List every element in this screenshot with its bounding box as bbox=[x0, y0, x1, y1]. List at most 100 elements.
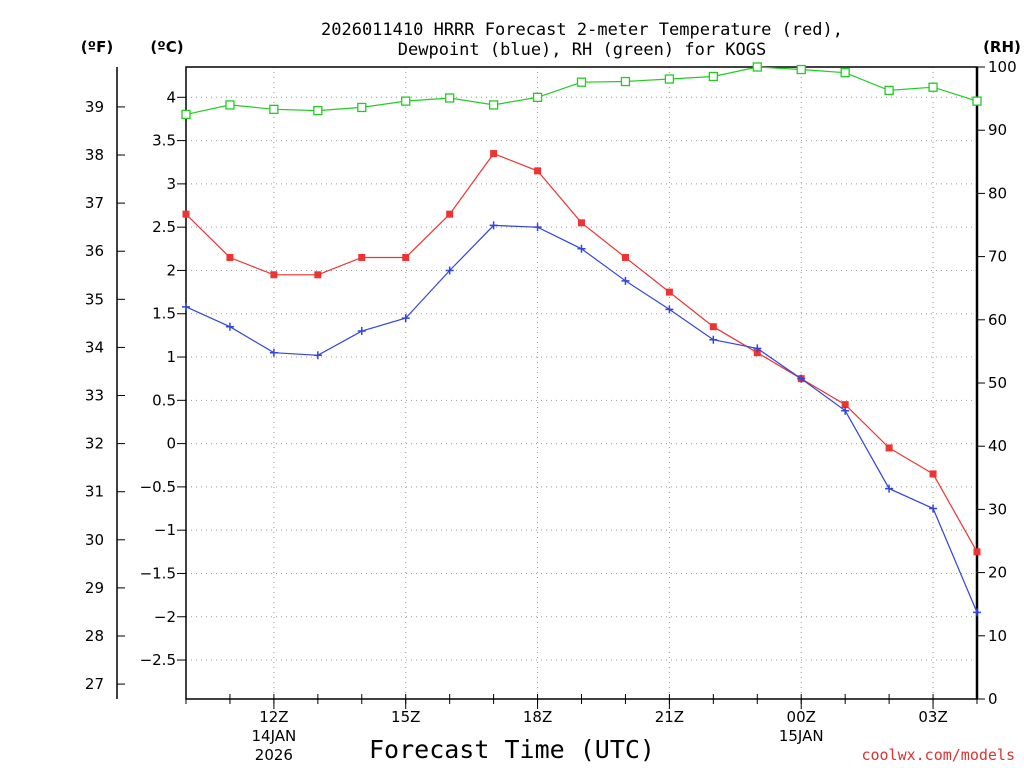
rh-point bbox=[796, 64, 806, 75]
rh-tick-label: 100 bbox=[988, 58, 1017, 76]
dewpoint-point bbox=[929, 504, 938, 513]
x-tick-label: 03Z bbox=[918, 708, 947, 726]
rh-unit-label: (RH) bbox=[983, 38, 1021, 56]
fahrenheit-unit-label: (ºF) bbox=[81, 38, 113, 56]
dewpoint-point bbox=[313, 351, 322, 360]
temperature-point bbox=[665, 288, 673, 296]
x-tick-label: 15Z bbox=[391, 708, 420, 726]
rh-point bbox=[708, 71, 718, 82]
x-tick-date-label: 14JAN bbox=[252, 727, 297, 745]
rh-point bbox=[884, 85, 894, 96]
dewpoint-point bbox=[269, 348, 278, 357]
rh-tick-label: 50 bbox=[988, 374, 1007, 392]
rh-point bbox=[445, 93, 455, 103]
rh-point bbox=[840, 68, 850, 78]
dewpoint-point bbox=[357, 327, 366, 336]
rh-point bbox=[752, 62, 762, 72]
celsius-tick-label: 1.5 bbox=[152, 305, 176, 323]
temperature-point bbox=[709, 323, 717, 331]
rh-tick-label: 90 bbox=[988, 121, 1007, 139]
rh-tick-label: 70 bbox=[988, 248, 1007, 266]
dewpoint-point bbox=[489, 221, 498, 230]
dewpoint-point bbox=[753, 344, 762, 353]
fahrenheit-tick-label: 37 bbox=[85, 194, 104, 212]
fahrenheit-tick-label: 38 bbox=[85, 146, 104, 164]
temperature-point bbox=[226, 253, 234, 261]
fahrenheit-tick-label: 30 bbox=[85, 531, 104, 549]
fahrenheit-tick-label: 31 bbox=[85, 483, 104, 501]
dewpoint-point bbox=[182, 302, 190, 311]
temperature-point bbox=[358, 253, 366, 261]
dewpoint-point bbox=[885, 484, 894, 493]
rh-tick-label: 30 bbox=[988, 500, 1007, 518]
axes bbox=[116, 66, 985, 709]
dewpoint-point bbox=[841, 406, 850, 415]
dewpoint-point bbox=[709, 335, 718, 344]
x-tick-date-label: 15JAN bbox=[779, 727, 824, 745]
plot-frame bbox=[185, 66, 978, 700]
temperature-point bbox=[753, 349, 761, 357]
chart-title-line2: Dewpoint (blue), RH (green) for KOGS bbox=[398, 40, 766, 60]
dewpoint-point bbox=[445, 266, 454, 275]
rh-point bbox=[972, 96, 982, 106]
rh-tick-label: 80 bbox=[988, 184, 1007, 202]
celsius-tick-label: −0.5 bbox=[140, 478, 176, 496]
x-tick-label: 00Z bbox=[787, 708, 816, 726]
temperature-point bbox=[621, 253, 629, 261]
celsius-tick-label: 3.5 bbox=[152, 132, 176, 150]
fahrenheit-tick-label: 28 bbox=[85, 627, 104, 645]
rh-point bbox=[664, 74, 675, 84]
celsius-tick-label: −1.5 bbox=[140, 564, 176, 582]
celsius-tick-label: 3 bbox=[166, 175, 176, 193]
dewpoint-point bbox=[577, 244, 586, 253]
rh-point bbox=[532, 92, 543, 102]
celsius-tick-label: 4 bbox=[166, 88, 176, 106]
dewpoint-point bbox=[533, 223, 542, 232]
temperature-point bbox=[929, 470, 937, 478]
temperature-point bbox=[402, 253, 410, 261]
fahrenheit-tick-label: 29 bbox=[85, 579, 104, 597]
rh-point bbox=[357, 102, 367, 113]
rh-tick-label: 20 bbox=[988, 564, 1007, 582]
rh-point bbox=[181, 109, 191, 120]
chart-title-line1: 2026011410 HRRR Forecast 2-meter Tempera… bbox=[321, 20, 843, 40]
x-tick-label: 21Z bbox=[655, 708, 684, 726]
temperature-point bbox=[446, 210, 454, 218]
rh-point bbox=[269, 104, 279, 114]
tick-labels: −2.5 −2 −1.5 −1 −0.5 0 0.5 1 1.5 2 2.5 3 3.5 4 27 28 29 3… bbox=[85, 58, 1017, 764]
rh-series-line bbox=[185, 66, 978, 115]
dewpoint-point bbox=[665, 305, 674, 314]
celsius-tick-label: 1 bbox=[166, 348, 176, 366]
dewpoint-point bbox=[401, 314, 410, 323]
rh-point bbox=[928, 82, 938, 92]
x-tick-year-label: 2026 bbox=[255, 746, 293, 764]
celsius-tick-label: 2 bbox=[166, 261, 176, 279]
rh-tick-label: 60 bbox=[988, 311, 1007, 329]
temperature-point bbox=[182, 210, 190, 218]
celsius-tick-label: −2.5 bbox=[140, 651, 176, 669]
celsius-unit-label: (ºC) bbox=[150, 38, 183, 56]
temperature-point bbox=[578, 219, 585, 227]
dewpoint-point bbox=[621, 276, 630, 285]
x-tick-label: 12Z bbox=[259, 708, 288, 726]
temperature-point bbox=[841, 401, 849, 409]
series-layer bbox=[181, 62, 982, 617]
rh-tick-label: 0 bbox=[988, 690, 998, 708]
dewpoint-series-line bbox=[185, 224, 978, 613]
fahrenheit-tick-label: 33 bbox=[85, 387, 104, 405]
rh-point bbox=[225, 100, 235, 110]
dewpoint-point bbox=[225, 322, 234, 331]
fahrenheit-tick-label: 34 bbox=[85, 338, 104, 356]
rh-point bbox=[620, 76, 631, 87]
rh-point bbox=[488, 100, 499, 110]
credit-text[interactable]: coolwx.com/models bbox=[861, 746, 1015, 764]
fahrenheit-tick-label: 32 bbox=[85, 435, 104, 453]
fahrenheit-tick-label: 27 bbox=[85, 675, 104, 693]
x-axis-label: Forecast Time (UTC) bbox=[369, 735, 655, 764]
rh-tick-label: 10 bbox=[988, 627, 1007, 645]
temperature-point bbox=[270, 271, 278, 279]
temperature-point bbox=[973, 548, 981, 556]
celsius-tick-label: 0 bbox=[166, 435, 176, 453]
fahrenheit-tick-label: 35 bbox=[85, 290, 104, 308]
